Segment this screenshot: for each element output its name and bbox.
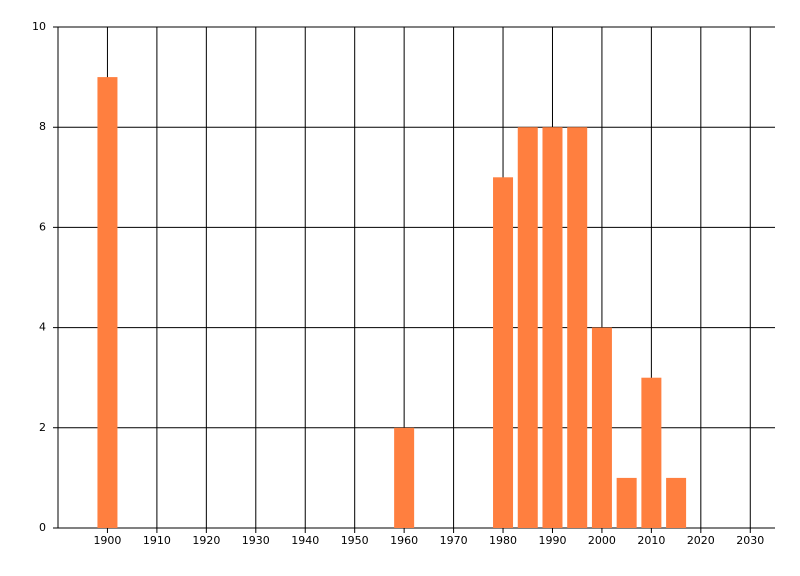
x-tick-label: 1980 xyxy=(489,534,517,547)
x-tick-label: 1900 xyxy=(93,534,121,547)
y-tick-label: 0 xyxy=(39,521,46,534)
bar xyxy=(493,177,514,529)
x-tick-label: 1970 xyxy=(440,534,468,547)
x-tick-label: 1990 xyxy=(538,534,566,547)
bar xyxy=(616,477,637,528)
bar xyxy=(591,327,612,528)
bar xyxy=(517,127,538,528)
x-tick-label: 1930 xyxy=(242,534,270,547)
y-tick-label: 6 xyxy=(39,220,46,233)
y-tick-label: 2 xyxy=(39,421,46,434)
x-tick-label: 1950 xyxy=(341,534,369,547)
x-tick-label: 1960 xyxy=(390,534,418,547)
x-tick-label: 2000 xyxy=(588,534,616,547)
bar xyxy=(641,377,662,528)
y-tick-label: 8 xyxy=(39,120,46,133)
x-tick-label: 1920 xyxy=(192,534,220,547)
x-tick-label: 2030 xyxy=(736,534,764,547)
y-tick-label: 4 xyxy=(39,321,46,334)
bar xyxy=(394,427,415,528)
x-tick-label: 1910 xyxy=(143,534,171,547)
bar xyxy=(542,127,563,528)
x-tick-label: 2010 xyxy=(637,534,665,547)
bar xyxy=(666,477,687,528)
y-tick-label: 10 xyxy=(32,20,46,33)
bar xyxy=(567,127,588,528)
bar xyxy=(97,77,118,528)
x-tick-label: 2020 xyxy=(687,534,715,547)
x-tick-label: 1940 xyxy=(291,534,319,547)
